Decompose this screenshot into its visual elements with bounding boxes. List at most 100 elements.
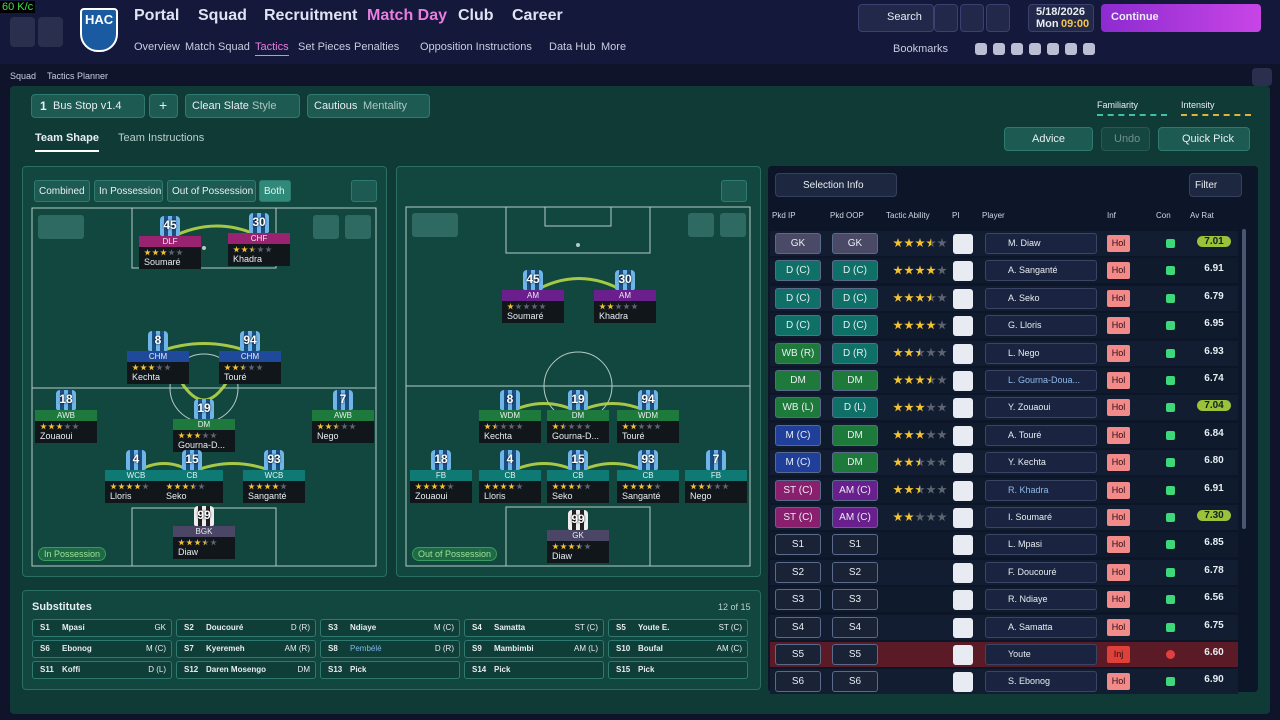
- substitute-slot[interactable]: [176, 640, 316, 658]
- header-icon[interactable]: [934, 4, 958, 32]
- pi-button[interactable]: [953, 371, 973, 391]
- menu-item[interactable]: Portal: [134, 7, 180, 24]
- substitute-slot[interactable]: [464, 619, 604, 637]
- submenu-item[interactable]: Tactics: [255, 41, 289, 56]
- pi-button[interactable]: [953, 288, 973, 309]
- submenu-item[interactable]: Match Squad: [185, 41, 250, 53]
- pitch-icon-button[interactable]: [720, 213, 746, 237]
- substitute-slot[interactable]: [176, 661, 316, 679]
- pi-button[interactable]: [953, 645, 973, 665]
- breadcrumb[interactable]: Squad: [10, 71, 37, 81]
- pi-button[interactable]: [953, 590, 973, 611]
- pitch-icon-button[interactable]: [688, 213, 714, 237]
- menu-item[interactable]: Club: [458, 7, 494, 24]
- quick-pick-button[interactable]: [1158, 127, 1250, 151]
- tactic-select[interactable]: [31, 94, 145, 118]
- menu-item[interactable]: Squad: [198, 7, 247, 24]
- submenu-item[interactable]: More: [601, 41, 627, 53]
- column-header[interactable]: Pkd IP: [772, 211, 796, 220]
- column-header[interactable]: Inf: [1107, 211, 1116, 220]
- player-dropdown[interactable]: [985, 315, 1097, 337]
- pi-button[interactable]: [953, 453, 973, 474]
- bookmark-icon[interactable]: [1029, 43, 1041, 55]
- menu-item[interactable]: Recruitment: [264, 7, 358, 24]
- column-header[interactable]: Av Rat: [1190, 211, 1214, 220]
- search-button[interactable]: [858, 4, 934, 32]
- column-header[interactable]: Player: [982, 211, 1005, 220]
- substitute-slot[interactable]: [32, 619, 172, 637]
- club-badge[interactable]: [80, 8, 118, 52]
- bookmark-icon[interactable]: [1083, 43, 1095, 55]
- filter-button[interactable]: [1189, 173, 1242, 197]
- pi-button[interactable]: [953, 535, 973, 556]
- forward-button[interactable]: [38, 17, 63, 47]
- pitch-icon-button[interactable]: [345, 215, 371, 239]
- substitute-slot[interactable]: [464, 640, 604, 658]
- bookmark-icon[interactable]: [1047, 43, 1059, 55]
- player-dropdown[interactable]: [985, 479, 1097, 501]
- substitute-slot[interactable]: [176, 619, 316, 637]
- close-button[interactable]: [1252, 68, 1272, 86]
- substitute-slot[interactable]: [608, 661, 748, 679]
- player-dropdown[interactable]: [985, 507, 1097, 528]
- view-dropdown[interactable]: [412, 213, 458, 237]
- add-tactic[interactable]: [149, 94, 178, 118]
- substitute-slot[interactable]: [320, 661, 460, 679]
- player-dropdown[interactable]: [985, 644, 1097, 665]
- submenu-item[interactable]: Set Pieces: [298, 41, 351, 53]
- pi-button[interactable]: [953, 425, 973, 446]
- bookmarks[interactable]: Bookmarks: [893, 43, 949, 55]
- pi-button[interactable]: [953, 398, 973, 419]
- pi-button[interactable]: [953, 508, 973, 528]
- submenu-item[interactable]: Penalties: [354, 41, 400, 53]
- pi-button[interactable]: [953, 617, 973, 638]
- selection-view-dropdown[interactable]: [775, 173, 897, 197]
- player-dropdown[interactable]: [985, 233, 1097, 254]
- player-dropdown[interactable]: [985, 397, 1097, 419]
- undo-button[interactable]: [1101, 127, 1150, 151]
- player-dropdown[interactable]: [985, 287, 1097, 309]
- pi-button[interactable]: [953, 343, 973, 364]
- style-select[interactable]: [185, 94, 300, 118]
- shape-filter[interactable]: [34, 180, 90, 202]
- player-dropdown[interactable]: [985, 452, 1097, 474]
- pi-button[interactable]: [953, 672, 973, 693]
- shape-filter[interactable]: [167, 180, 256, 202]
- submenu-item[interactable]: Opposition Instructions: [420, 41, 532, 53]
- header-icon[interactable]: [986, 4, 1010, 32]
- header-icon[interactable]: [960, 4, 984, 32]
- submenu-item[interactable]: Overview: [134, 41, 180, 53]
- bookmark-icon[interactable]: [975, 43, 987, 55]
- substitute-slot[interactable]: [320, 640, 460, 658]
- player-dropdown[interactable]: [985, 370, 1097, 391]
- substitute-slot[interactable]: [32, 661, 172, 679]
- column-header[interactable]: Pkd OOP: [830, 211, 864, 220]
- pi-button[interactable]: [953, 562, 973, 583]
- substitute-slot[interactable]: [320, 619, 460, 637]
- substitute-slot[interactable]: [608, 619, 748, 637]
- player-dropdown[interactable]: [985, 534, 1097, 556]
- shape-filter[interactable]: [94, 180, 163, 202]
- continue-button[interactable]: [1101, 4, 1261, 32]
- column-header[interactable]: Con: [1156, 211, 1171, 220]
- bookmark-icon[interactable]: [1011, 43, 1023, 55]
- substitute-slot[interactable]: [32, 640, 172, 658]
- player-dropdown[interactable]: [985, 561, 1097, 583]
- menu-item[interactable]: Career: [512, 7, 563, 24]
- pitch-tool[interactable]: [351, 180, 377, 202]
- player-dropdown[interactable]: [985, 589, 1097, 611]
- column-header[interactable]: Tactic Ability: [886, 211, 930, 220]
- player-dropdown[interactable]: [985, 424, 1097, 446]
- player-dropdown[interactable]: [985, 260, 1097, 282]
- pi-button[interactable]: [953, 480, 973, 501]
- submenu-item[interactable]: Data Hub: [549, 41, 596, 53]
- tab[interactable]: Team Instructions: [118, 132, 205, 144]
- pitch-tool[interactable]: [721, 180, 747, 202]
- back-button[interactable]: [10, 17, 35, 47]
- bookmark-icon[interactable]: [993, 43, 1005, 55]
- player-dropdown[interactable]: [985, 342, 1097, 364]
- bookmark-icon[interactable]: [1065, 43, 1077, 55]
- player-dropdown[interactable]: [985, 616, 1097, 638]
- player-dropdown[interactable]: [985, 671, 1097, 693]
- mentality-select[interactable]: [307, 94, 430, 118]
